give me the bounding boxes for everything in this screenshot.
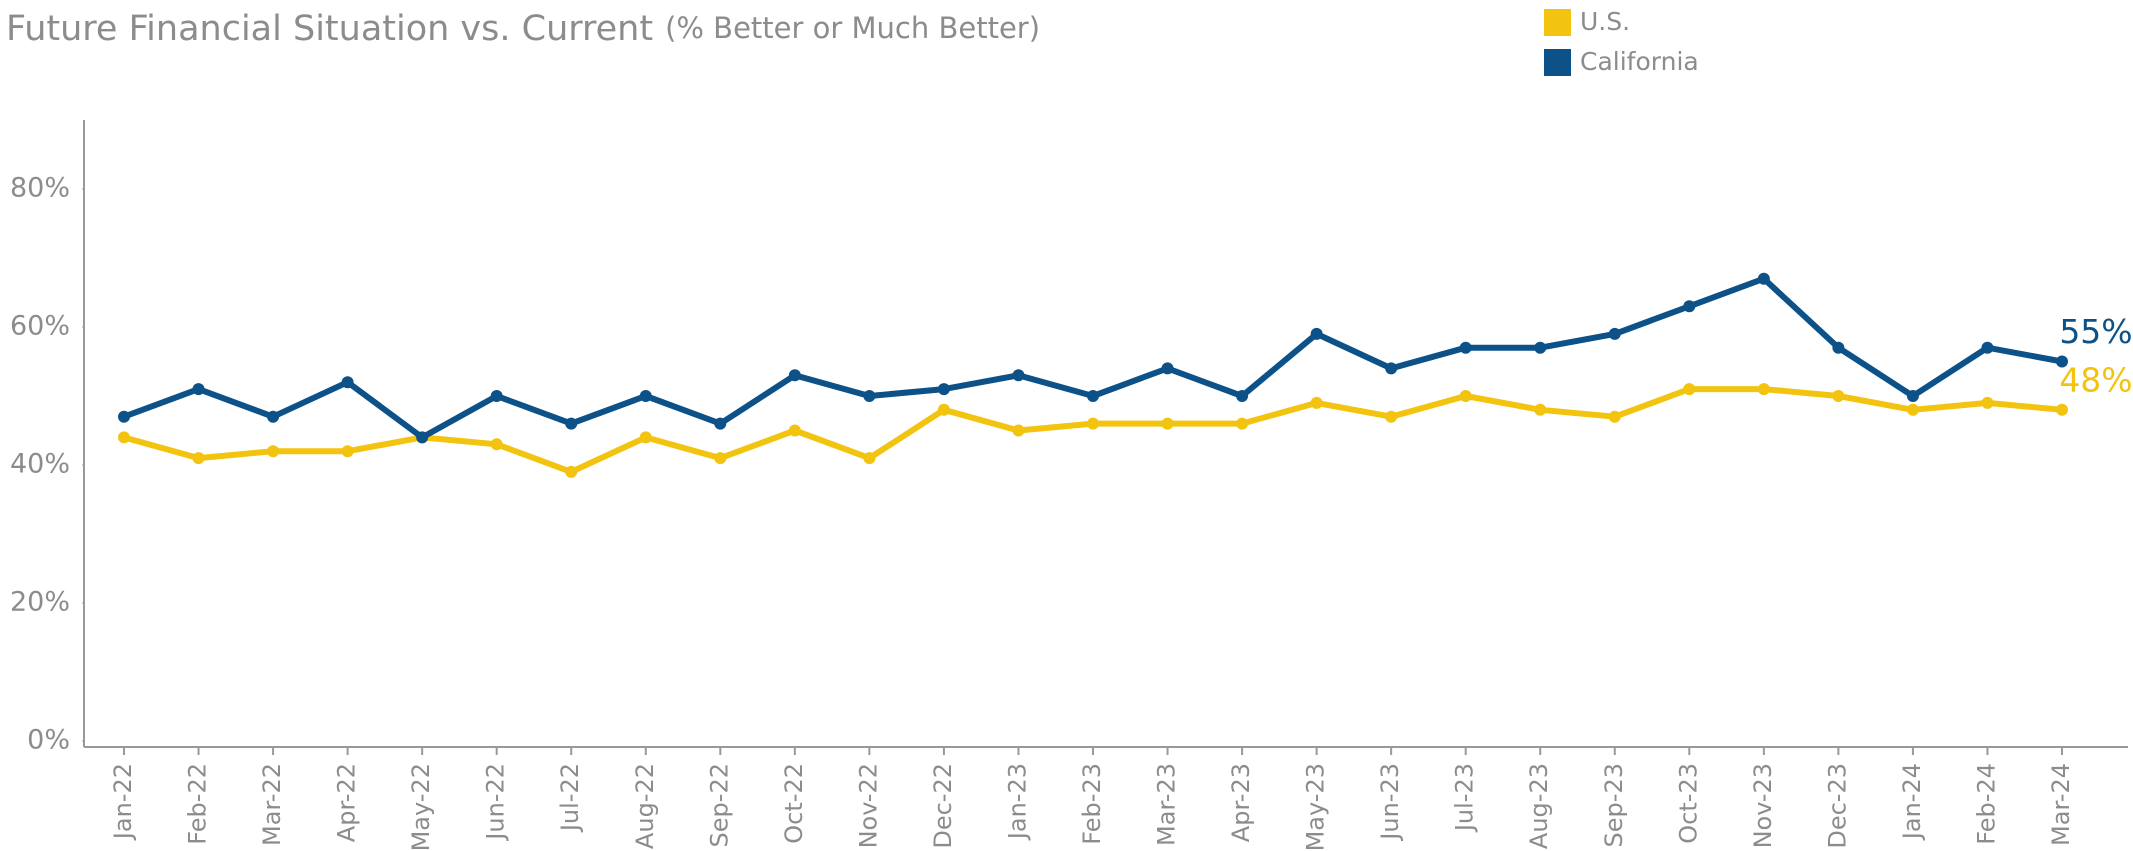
- data-point: [2056, 403, 2068, 416]
- x-tick-label: Aug-23: [1525, 763, 1553, 849]
- value-label: 55%: [2059, 312, 2132, 351]
- data-point: [714, 452, 727, 465]
- x-tick-label: Apr-22: [333, 763, 361, 842]
- data-point: [267, 410, 280, 423]
- data-point: [937, 403, 950, 416]
- value-label: 48%: [2059, 360, 2132, 399]
- x-tick-label: Mar-23: [1153, 763, 1181, 846]
- subtitle: (% Better or Much Better): [665, 11, 1040, 45]
- data-point: [1832, 341, 1845, 354]
- data-point: [1310, 396, 1323, 409]
- x-tick-label: Nov-22: [854, 763, 882, 848]
- data-point: [1087, 390, 1099, 402]
- data-point: [1608, 327, 1621, 340]
- data-point: [788, 369, 801, 382]
- data-point: [1236, 417, 1249, 430]
- x-tick-label: Feb-22: [184, 763, 212, 845]
- data-point: [1906, 403, 1919, 416]
- data-point: [937, 383, 950, 396]
- x-tick-label: Feb-24: [1972, 763, 2000, 845]
- data-point: [118, 431, 130, 444]
- legend-label: California: [1580, 47, 1699, 76]
- x-tick-label: Nov-23: [1749, 763, 1777, 848]
- data-point: [1459, 390, 1472, 402]
- data-point: [1981, 341, 1994, 354]
- data-point: [267, 445, 280, 458]
- data-point: [1385, 410, 1398, 423]
- data-point: [1161, 417, 1174, 430]
- y-tick-label: 80%: [10, 173, 70, 204]
- data-point: [1757, 383, 1770, 396]
- x-tick-label: Jun-22: [482, 763, 510, 842]
- data-point: [490, 390, 503, 402]
- x-tick-label: Dec-22: [929, 763, 957, 849]
- data-point: [1161, 362, 1174, 375]
- data-point: [714, 417, 727, 430]
- data-point: [639, 390, 652, 402]
- x-tick-label: Oct-22: [780, 763, 808, 844]
- x-tick-label: Sep-23: [1600, 763, 1628, 847]
- data-point: [490, 438, 503, 451]
- data-point: [639, 431, 652, 444]
- data-point: [1757, 272, 1770, 285]
- legend-label: U.S.: [1580, 7, 1630, 36]
- data-point: [1236, 390, 1249, 402]
- data-point: [2056, 355, 2068, 368]
- data-point: [1608, 410, 1621, 423]
- data-point: [565, 417, 578, 430]
- x-tick-label: Mar-24: [2047, 763, 2075, 846]
- x-tick-label: Aug-22: [631, 763, 659, 849]
- x-tick-label: Jan-22: [109, 763, 137, 841]
- x-tick-label: Dec-23: [1823, 763, 1851, 849]
- data-point: [1683, 300, 1696, 313]
- x-tick-label: Mar-22: [258, 763, 286, 846]
- data-point: [416, 431, 429, 444]
- data-point: [1906, 390, 1919, 402]
- data-point: [1385, 362, 1398, 375]
- data-point: [1087, 417, 1099, 430]
- data-point: [1832, 390, 1845, 402]
- x-tick-label: May-23: [1302, 763, 1330, 851]
- data-point: [1012, 369, 1025, 382]
- data-point: [863, 390, 876, 402]
- legend-swatch: [1544, 9, 1571, 36]
- x-tick-label: Apr-23: [1227, 763, 1255, 842]
- x-tick-label: Jan-24: [1898, 763, 1926, 841]
- data-point: [341, 376, 354, 389]
- data-point: [565, 465, 578, 478]
- x-tick-label: Jul-23: [1451, 763, 1479, 833]
- y-tick-label: 60%: [10, 311, 70, 342]
- data-point: [1534, 341, 1547, 354]
- title: Future Financial Situation vs. Current: [6, 9, 653, 49]
- data-point: [1310, 327, 1323, 340]
- x-tick-label: Jul-22: [556, 763, 584, 833]
- y-tick-label: 40%: [10, 449, 70, 480]
- x-tick-label: Feb-23: [1078, 763, 1106, 845]
- chart-title: Future Financial Situation vs. Current (%…: [6, 9, 1040, 49]
- data-point: [1534, 403, 1547, 416]
- data-point: [788, 424, 801, 437]
- series-line: [122, 275, 2063, 441]
- x-tick-label: May-22: [407, 763, 435, 851]
- x-tick-label: Jan-23: [1003, 763, 1031, 841]
- x-tick-label: Sep-22: [705, 763, 733, 847]
- data-point: [1683, 383, 1696, 396]
- data-point: [1981, 396, 1994, 409]
- y-tick-label: 20%: [10, 587, 70, 618]
- x-tick-label: Oct-23: [1674, 763, 1702, 844]
- data-point: [341, 445, 354, 458]
- data-point: [1012, 424, 1025, 437]
- legend-swatch: [1544, 49, 1571, 76]
- data-point: [1459, 341, 1472, 354]
- data-point: [192, 452, 205, 465]
- data-point: [863, 452, 876, 465]
- data-point: [118, 410, 130, 423]
- x-tick-label: Jun-23: [1376, 763, 1404, 842]
- data-point: [192, 383, 205, 396]
- y-tick-label: 0%: [27, 725, 70, 756]
